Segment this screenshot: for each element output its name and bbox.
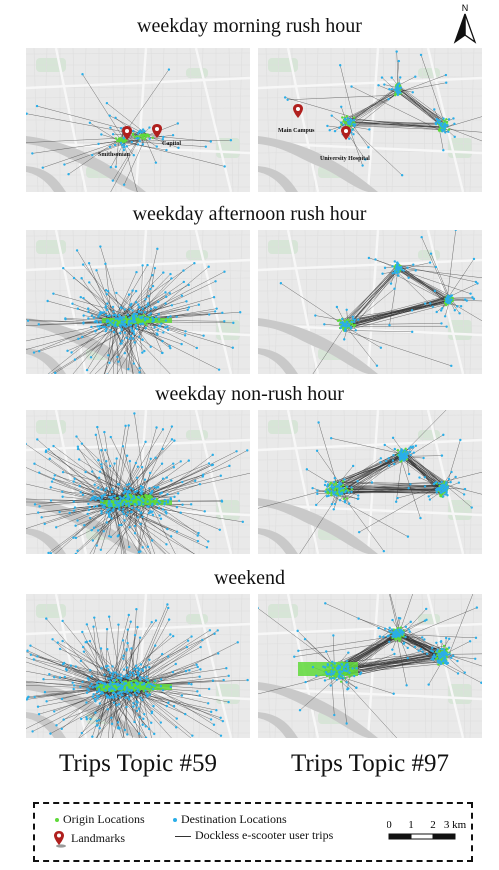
row-title-nonrush: weekday non-rush hour xyxy=(155,383,344,405)
map-weekend-t97-svg xyxy=(258,594,482,738)
landmark-capitol xyxy=(152,124,162,138)
landmark-main-campus xyxy=(293,104,303,118)
origin-dot-icon xyxy=(55,818,59,823)
destination-points xyxy=(26,412,249,554)
map-morning-t97: Main Campus University Hospital xyxy=(258,48,482,192)
map-afternoon-t59-svg xyxy=(26,230,250,374)
legend-trips: Dockless e-scooter user trips xyxy=(175,828,333,842)
map-morning-t97-svg: Main Campus University Hospital xyxy=(258,48,482,192)
scale-tick-3: 3 km xyxy=(444,819,467,831)
map-nonrush-t97 xyxy=(258,410,482,554)
col-title-t59: Trips Topic #59 xyxy=(58,750,217,777)
destination-dot-icon xyxy=(173,818,177,823)
basemap xyxy=(26,230,250,374)
map-afternoon-t97-svg xyxy=(258,230,482,374)
map-morning-t59-svg: Smithsonian Capitol xyxy=(26,48,250,192)
origin-points xyxy=(114,131,154,144)
legend-landmarks: Landmarks xyxy=(53,830,125,848)
map-weekend-t59-svg xyxy=(26,594,250,738)
landmark-label-university-hospital: University Hospital xyxy=(320,156,370,162)
legend-origin: Origin Locations xyxy=(55,812,145,826)
scale-tick-0: 0 xyxy=(387,819,392,831)
landmark-pin-icon xyxy=(54,831,66,848)
trip-lines xyxy=(280,230,482,374)
row-title-morning: weekday morning rush hour xyxy=(137,15,362,37)
map-morning-t59: Smithsonian Capitol xyxy=(26,48,250,192)
north-arrow-icon: N xyxy=(450,2,480,46)
landmark-label-main-campus: Main Campus xyxy=(278,128,315,134)
map-afternoon-t59 xyxy=(26,230,250,374)
map-afternoon-t97 xyxy=(258,230,482,374)
scale-tick-2: 2 xyxy=(430,819,436,831)
col-title-t97: Trips Topic #97 xyxy=(290,750,449,777)
legend-destination: Destination Locations xyxy=(173,812,287,826)
map-nonrush-t59 xyxy=(26,410,250,554)
north-label: N xyxy=(462,3,469,13)
destination-points xyxy=(26,245,242,374)
destination-points xyxy=(283,50,456,177)
map-nonrush-t59-svg xyxy=(26,410,250,554)
destination-points xyxy=(26,603,249,738)
map-weekend-t97 xyxy=(258,594,482,738)
row-title-weekend: weekend xyxy=(213,567,286,589)
destination-points xyxy=(279,230,479,368)
row-title-afternoon: weekday afternoon rush hour xyxy=(132,203,367,225)
trip-line-icon xyxy=(175,835,191,837)
landmark-label-smithsonian: Smithsonian xyxy=(98,152,131,158)
map-nonrush-t97-svg xyxy=(258,410,482,554)
landmark-university-hospital xyxy=(341,126,351,140)
destination-points xyxy=(305,421,473,553)
map-weekend-t59 xyxy=(26,594,250,738)
scale-tick-1: 1 xyxy=(408,819,414,831)
landmark-smithsonian xyxy=(122,126,132,140)
destination-points xyxy=(258,602,482,725)
legend: Origin Locations Destination Locations L… xyxy=(33,802,473,862)
scale-bar: 0 1 2 3 km xyxy=(386,818,467,848)
landmark-label-capitol: Capitol xyxy=(162,141,181,147)
